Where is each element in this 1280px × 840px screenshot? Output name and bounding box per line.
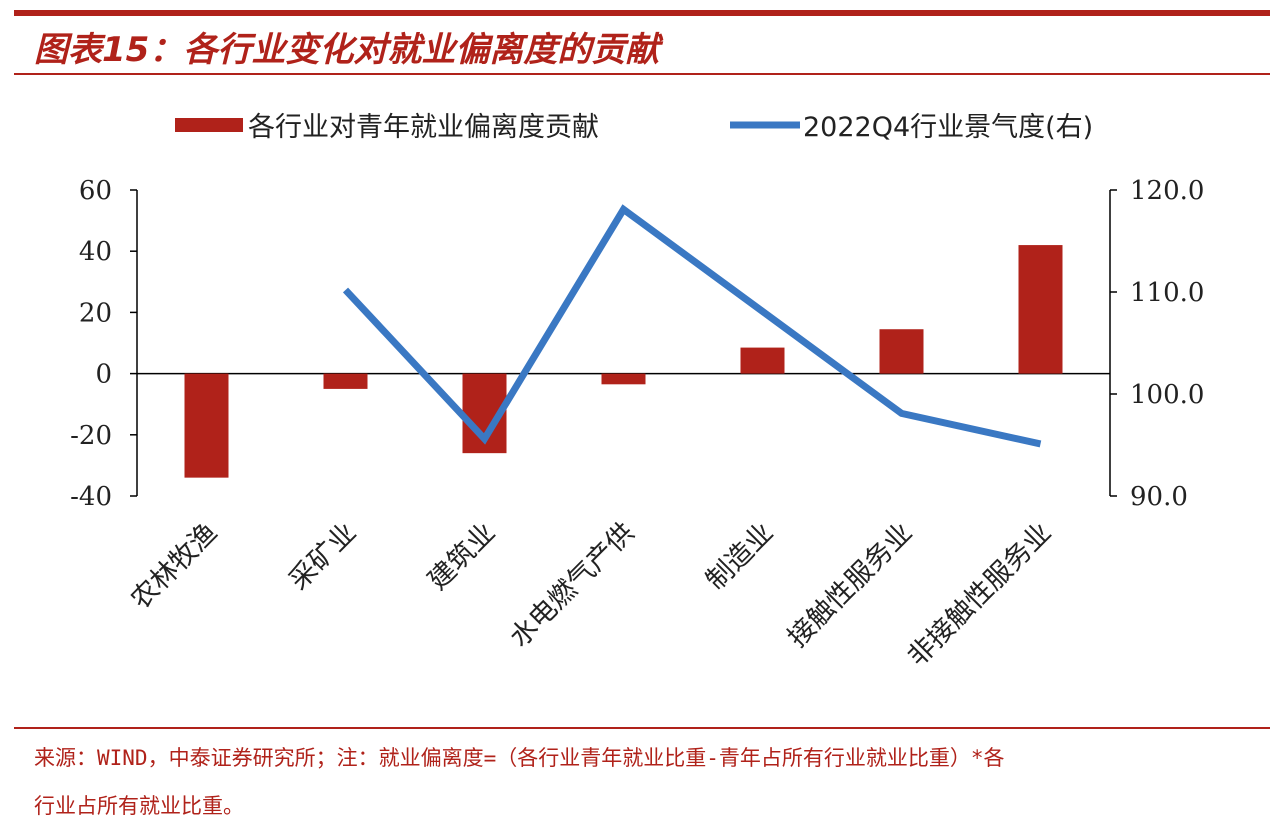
bar (601, 373, 646, 385)
bar (1018, 245, 1063, 374)
right-axis-tick-label: 120.0 (1130, 176, 1204, 206)
category-label: 采矿业 (283, 517, 362, 596)
left-axis-tick-label: -20 (70, 421, 112, 451)
legend-bar-swatch (175, 118, 243, 132)
source-note-line2: 行业占所有就业比重。 (34, 794, 244, 818)
bar (323, 373, 368, 389)
left-axis-tick-label: 0 (95, 360, 112, 390)
title-underline (14, 73, 1270, 75)
legend-line-label: 2022Q4行业景气度(右) (803, 112, 1093, 143)
category-label: 制造业 (700, 517, 779, 596)
left-axis-tick-label: 20 (79, 298, 112, 328)
category-label: 建筑业 (422, 517, 501, 596)
footer-rule (14, 727, 1270, 729)
right-axis-tick-label: 100.0 (1130, 380, 1204, 410)
category-label: 水电燃气产供 (504, 517, 640, 653)
left-axis-tick-label: 40 (79, 237, 112, 267)
right-axis-tick-label: 90.0 (1130, 482, 1188, 512)
combo-chart: 60 40 20 0 -20 -40 120.0 110.0 100.0 90.0 农林牧渔 采矿业建… (70, 112, 1204, 673)
line-series-景气度 (342, 204, 1042, 448)
category-label: 农林牧渔 (125, 517, 223, 615)
bar (184, 373, 229, 478)
header-top-rule (14, 10, 1270, 16)
bar (740, 347, 785, 374)
category-label: 接触性服务业 (782, 517, 918, 653)
source-note-line1: 来源：WIND，中泰证券研究所；注：就业偏离度=（各行业青年就业比重-青年占所有… (34, 746, 1005, 770)
bar (879, 329, 924, 374)
category-label: 非接触性服务业 (902, 517, 1058, 673)
legend-bar-label: 各行业对青年就业偏离度贡献 (248, 112, 599, 143)
left-axis-tick-label: -40 (70, 482, 112, 512)
right-axis-tick-label: 110.0 (1130, 278, 1204, 308)
left-axis-tick-label: 60 (79, 176, 112, 206)
page-title: 图表15：各行业变化对就业偏离度的贡献 (34, 30, 660, 70)
